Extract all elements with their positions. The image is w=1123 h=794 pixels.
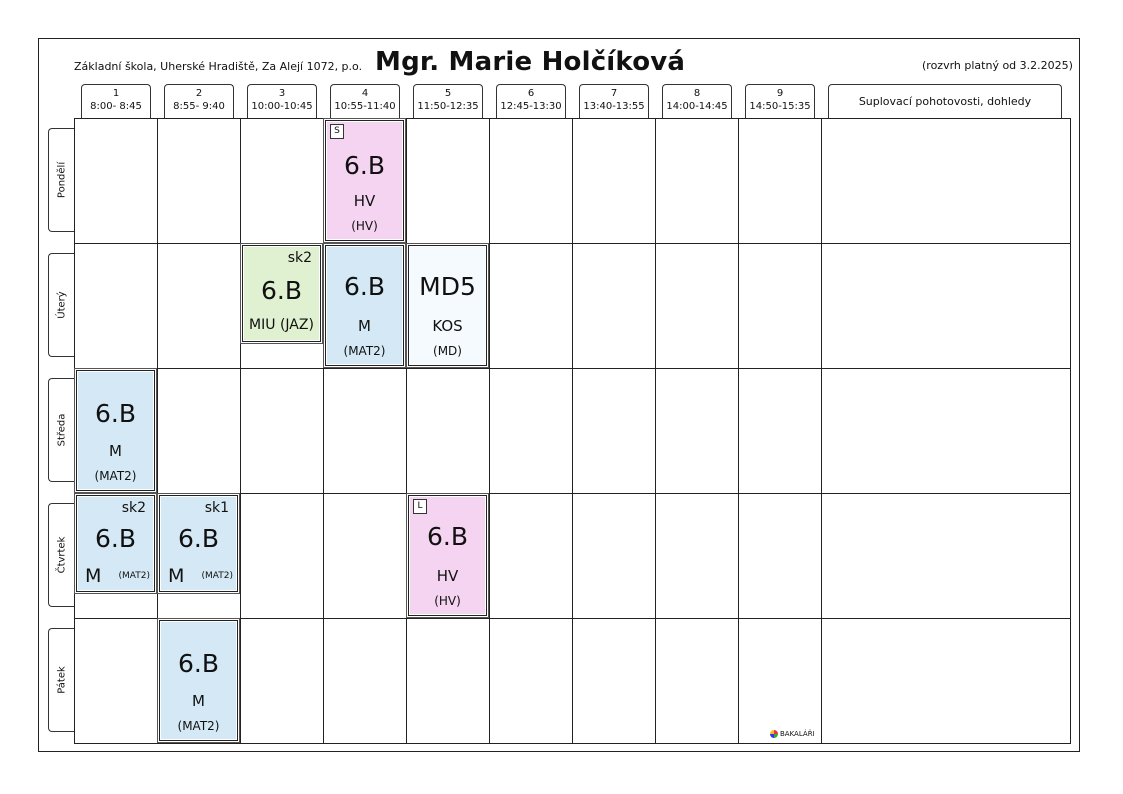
lesson-group: sk1 <box>204 500 229 516</box>
lesson-room: (MAT2) <box>177 719 220 733</box>
lesson-subject: M <box>192 692 205 710</box>
period-header-9: 9 14:50-15:35 <box>745 84 815 118</box>
grid-line <box>738 118 739 744</box>
period-header-6: 6 12:45-13:30 <box>496 84 566 118</box>
period-header-1: 1 8:00- 8:45 <box>81 84 151 118</box>
lesson-card[interactable]: sk2 6.B M (MAT2) <box>74 493 157 594</box>
grid-line <box>74 493 1071 494</box>
day-label-thursday: Čtvrtek <box>48 503 74 607</box>
lesson-card[interactable]: 6.B M (MAT2) <box>74 368 157 493</box>
lesson-flag: S <box>330 124 344 139</box>
lesson-room: (MAT2) <box>94 469 137 483</box>
lesson-flag: L <box>413 499 427 514</box>
lesson-group: sk2 <box>287 250 312 266</box>
grid-line <box>572 118 573 744</box>
lesson-room: (MAT2) <box>343 344 386 358</box>
lesson-subject: HV <box>436 567 459 585</box>
lesson-subject: M <box>85 565 102 587</box>
day-label-monday: Pondělí <box>48 128 74 232</box>
lesson-class: 6.B <box>343 272 385 301</box>
lesson-room: (HV) <box>351 219 378 233</box>
day-label-wednesday: Středa <box>48 378 74 482</box>
lesson-subject: HV <box>353 192 376 210</box>
day-label-friday: Pátek <box>48 628 74 732</box>
grid-line <box>406 118 407 744</box>
lesson-class: 6.B <box>260 276 302 305</box>
grid-line <box>157 118 158 744</box>
period-header-8: 8 14:00-14:45 <box>662 84 732 118</box>
period-header-5: 5 11:50-12:35 <box>413 84 483 118</box>
bakalari-logo-icon <box>770 730 778 738</box>
grid-line <box>240 118 241 744</box>
lesson-card[interactable]: L 6.B HV (HV) <box>406 493 489 618</box>
period-header-2: 2 8:55- 9:40 <box>164 84 234 118</box>
grid-line <box>489 118 490 744</box>
lesson-card[interactable]: 6.B M (MAT2) <box>323 243 406 368</box>
period-header-4: 4 10:55-11:40 <box>330 84 400 118</box>
lesson-class: 6.B <box>177 524 219 553</box>
lesson-class: 6.B <box>177 649 219 678</box>
grid-line <box>323 118 324 744</box>
lesson-card[interactable]: sk2 6.B MIU (JAZ) <box>240 243 323 344</box>
validity-note: (rozvrh platný od 3.2.2025) <box>922 59 1073 72</box>
lesson-class: MD5 <box>419 272 476 301</box>
grid-line <box>655 118 656 744</box>
school-name: Základní škola, Uherské Hradiště, Za Ale… <box>74 60 363 73</box>
lesson-room: (HV) <box>434 594 461 608</box>
lesson-card[interactable]: S 6.B HV (HV) <box>323 118 406 243</box>
bakalari-logo: BAKALÁŘI <box>770 730 815 738</box>
lesson-room: (MAT2) <box>201 571 233 581</box>
grid-line <box>74 243 1071 244</box>
page-frame <box>38 38 1080 752</box>
grid-line <box>821 118 822 744</box>
lesson-subject: KOS <box>432 317 463 335</box>
day-label-tuesday: Úterý <box>48 253 74 357</box>
lesson-room: (MD) <box>433 344 462 358</box>
lesson-subject: M <box>358 317 371 335</box>
lesson-class: 6.B <box>426 522 468 551</box>
grid-line <box>74 618 1071 619</box>
period-header-3: 3 10:00-10:45 <box>247 84 317 118</box>
lesson-group: sk2 <box>121 500 146 516</box>
lesson-subject: M <box>109 442 122 460</box>
grid-line <box>74 368 1071 369</box>
lesson-class: 6.B <box>94 399 136 428</box>
supervision-header: Suplovací pohotovosti, dohledy <box>828 84 1062 118</box>
lesson-room: (MAT2) <box>118 571 150 581</box>
lesson-card[interactable]: 6.B M (MAT2) <box>157 618 240 743</box>
logo-text: BAKALÁŘI <box>780 730 815 738</box>
lesson-card[interactable]: MD5 KOS (MD) <box>406 243 489 368</box>
page-title: Mgr. Marie Holčíková <box>375 47 686 77</box>
lesson-class: 6.B <box>94 524 136 553</box>
lesson-subject: MIU (JAZ) <box>249 317 314 333</box>
period-header-7: 7 13:40-13:55 <box>579 84 649 118</box>
lesson-subject: M <box>168 565 185 587</box>
lesson-class: 6.B <box>343 151 385 180</box>
lesson-card[interactable]: sk1 6.B M (MAT2) <box>157 493 240 594</box>
